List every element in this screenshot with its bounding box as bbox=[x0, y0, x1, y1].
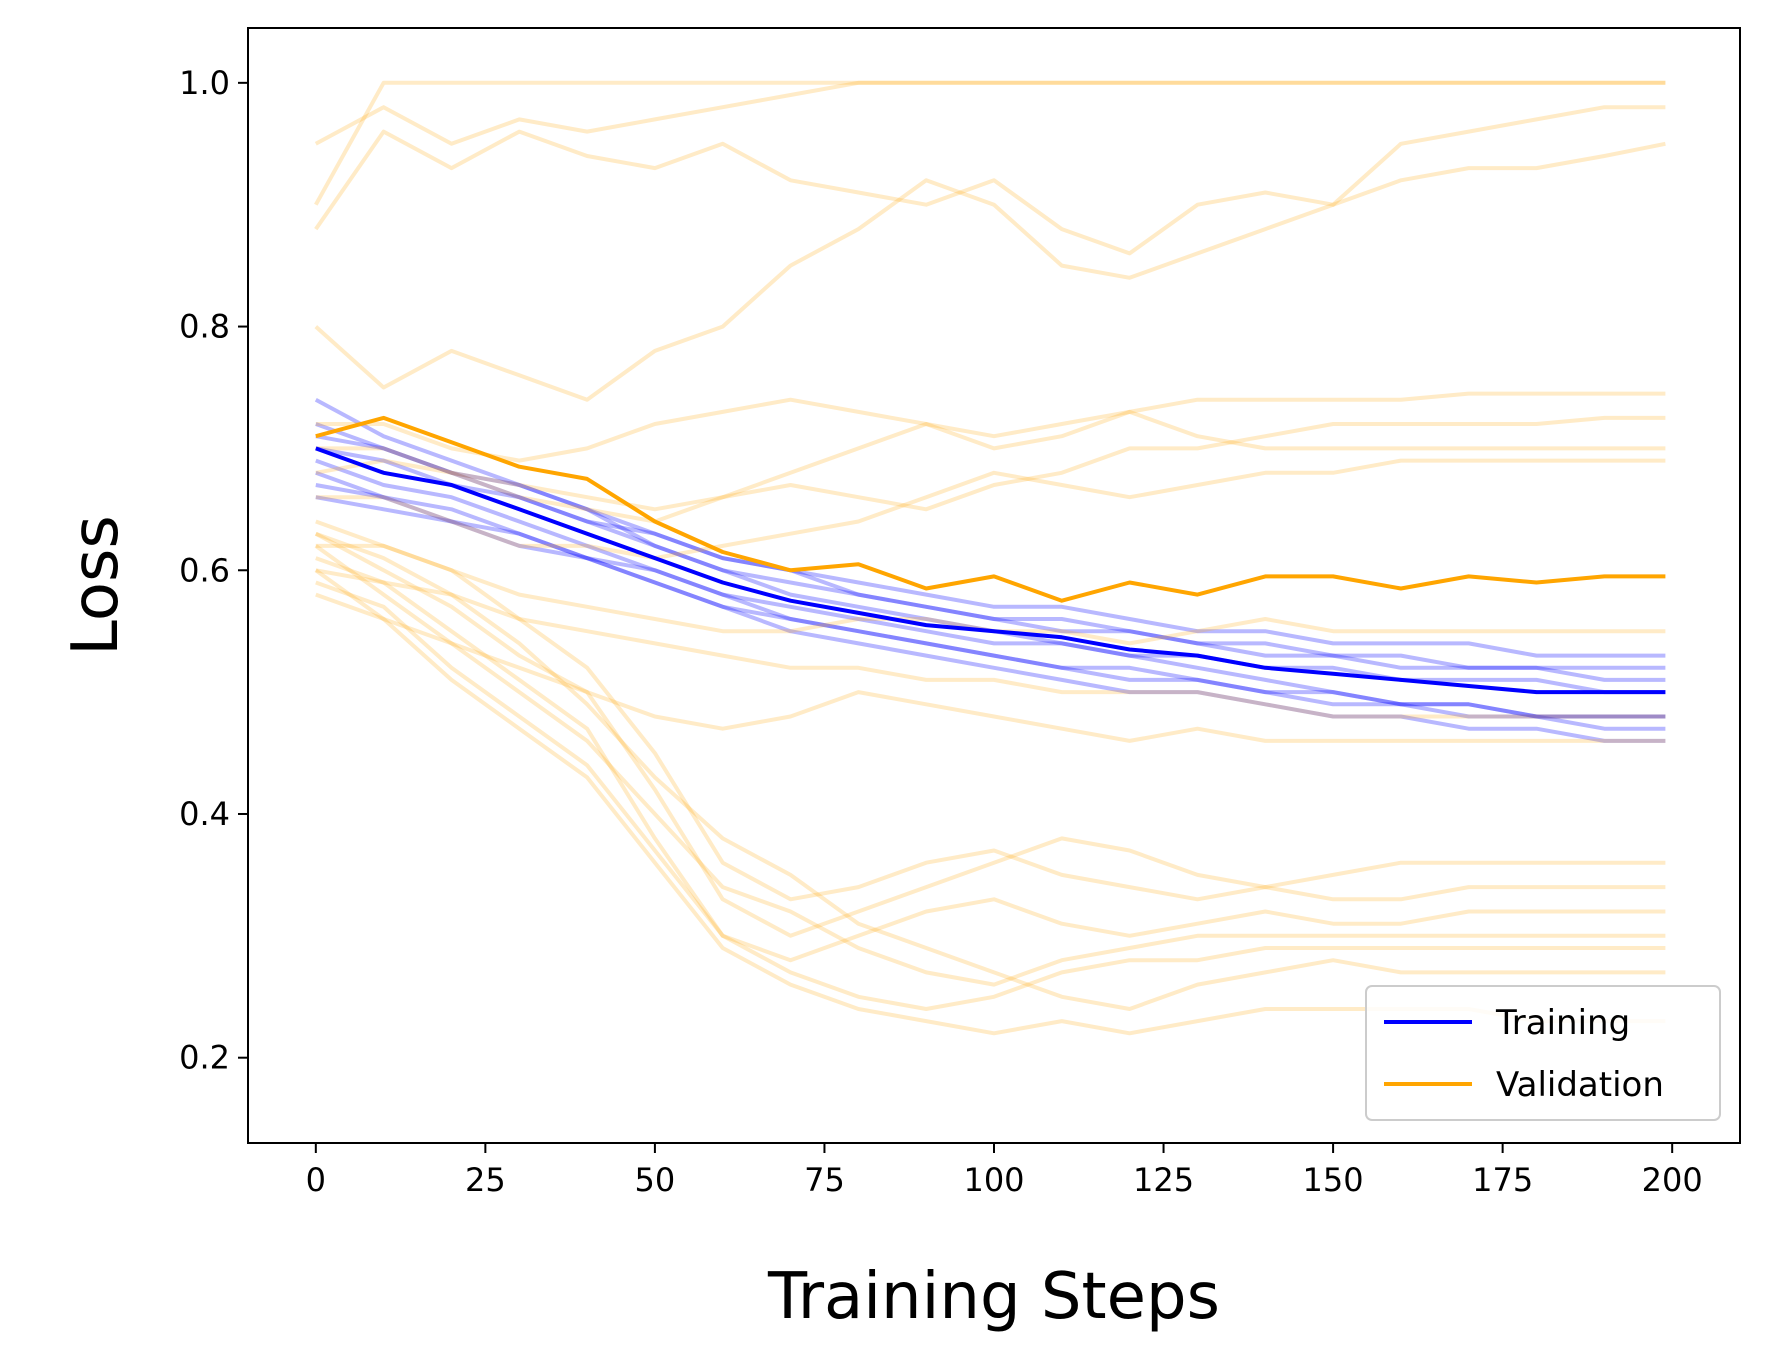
training-mean-line bbox=[315, 446, 1666, 695]
y-tick-label: 1.0 bbox=[179, 64, 230, 102]
legend-box bbox=[1365, 985, 1721, 1121]
x-tick-label: 100 bbox=[963, 1161, 1024, 1199]
y-axis-label: Loss bbox=[59, 515, 133, 655]
training-run-line bbox=[315, 422, 1666, 658]
x-axis: 0 25 50 75 100 125 150 175 200 bbox=[306, 1143, 1703, 1199]
training-run-line bbox=[315, 483, 1666, 719]
validation-run-line bbox=[314, 531, 1666, 938]
x-tick-label: 75 bbox=[804, 1161, 845, 1199]
x-tick-label: 150 bbox=[1303, 1161, 1364, 1199]
training-run-line bbox=[315, 470, 1666, 743]
training-run-line bbox=[315, 495, 1666, 695]
x-tick-label: 200 bbox=[1642, 1161, 1703, 1199]
validation-run-line bbox=[315, 556, 1666, 963]
y-axis: 0.2 0.4 0.6 0.8 1.0 bbox=[179, 64, 248, 1077]
x-tick-label: 0 bbox=[306, 1161, 326, 1199]
training-run-line bbox=[315, 434, 1666, 670]
series-layer bbox=[314, 80, 1666, 1036]
x-tick-label: 125 bbox=[1133, 1161, 1194, 1199]
validation-run-line bbox=[315, 543, 1666, 646]
legend-label: Validation bbox=[1496, 1065, 1664, 1105]
y-tick-label: 0.6 bbox=[179, 551, 230, 589]
y-tick-label: 0.8 bbox=[179, 308, 230, 346]
validation-run-line bbox=[315, 519, 1666, 902]
validation-run-line bbox=[315, 531, 1666, 1011]
validation-run-line bbox=[315, 458, 1666, 561]
y-tick-label: 0.4 bbox=[179, 795, 230, 833]
validation-run-line bbox=[315, 568, 1666, 719]
legend: Training Validation bbox=[1365, 985, 1721, 1121]
training-run-line bbox=[315, 446, 1666, 682]
validation-run-line bbox=[314, 568, 1666, 1036]
x-tick-label: 50 bbox=[635, 1161, 676, 1199]
validation-mean-line bbox=[315, 415, 1666, 603]
validation-run-line bbox=[314, 544, 1666, 987]
validation-run-line bbox=[315, 592, 1666, 743]
validation-run-line bbox=[314, 80, 1666, 146]
validation-run-line bbox=[314, 80, 1666, 206]
validation-run-line bbox=[315, 415, 1666, 524]
x-tick-label: 175 bbox=[1472, 1161, 1533, 1199]
validation-run-line bbox=[314, 105, 1666, 256]
validation-run-line bbox=[315, 391, 1666, 463]
x-axis-label: Training Steps bbox=[767, 1260, 1220, 1334]
legend-label: Training bbox=[1495, 1003, 1630, 1043]
validation-run-line bbox=[315, 409, 1666, 512]
training-run-line bbox=[315, 458, 1666, 731]
validation-run-line bbox=[315, 580, 1666, 1011]
validation-run-line bbox=[314, 141, 1666, 402]
x-tick-label: 25 bbox=[465, 1161, 506, 1199]
y-tick-label: 0.2 bbox=[179, 1039, 230, 1077]
